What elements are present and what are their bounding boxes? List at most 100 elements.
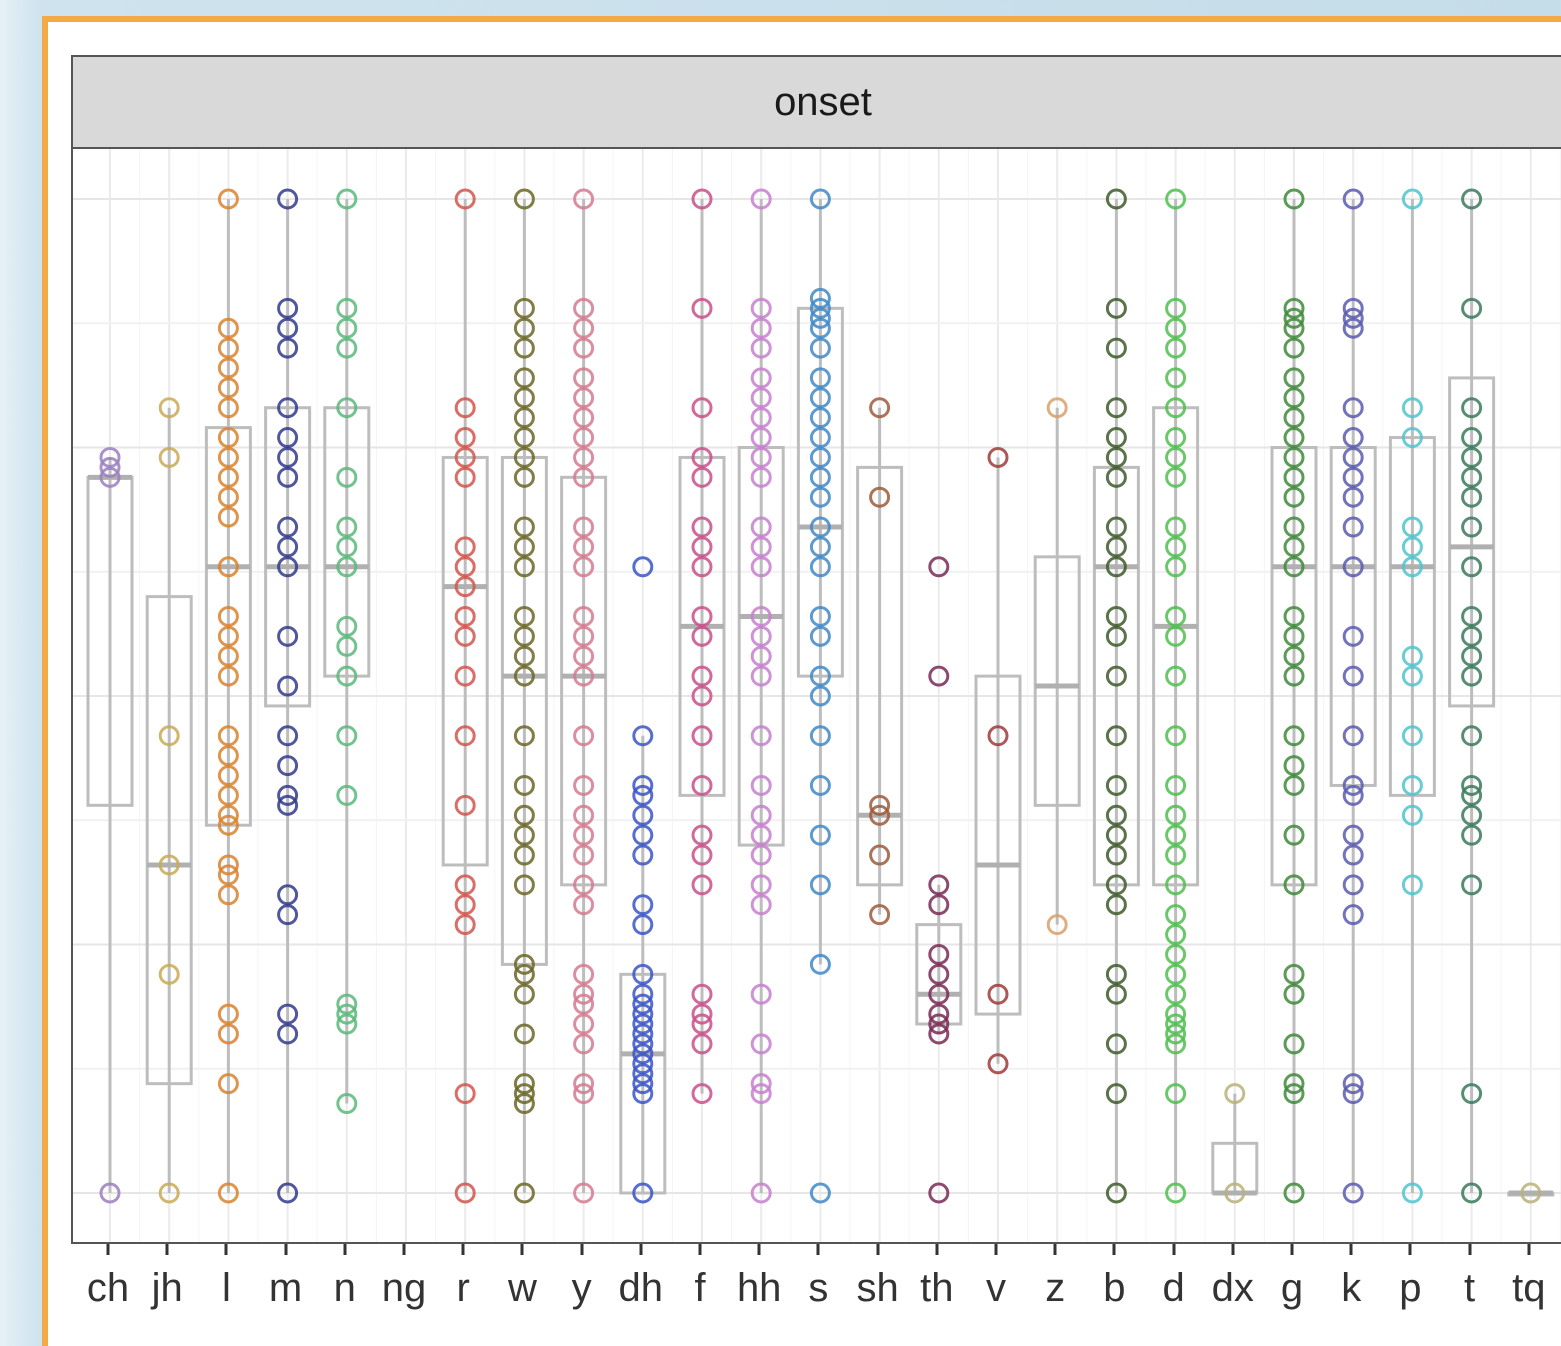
- point-dh: [632, 556, 654, 578]
- point-r: [454, 625, 476, 647]
- point-sh: [869, 397, 891, 419]
- point-g: [1283, 536, 1305, 558]
- point-f: [691, 665, 713, 687]
- point-d: [1165, 367, 1187, 389]
- point-l: [217, 854, 239, 876]
- point-t: [1461, 725, 1483, 747]
- point-b: [1105, 874, 1127, 896]
- point-m: [277, 446, 299, 468]
- point-w: [513, 844, 535, 866]
- point-dh: [632, 824, 654, 846]
- point-k: [1342, 1182, 1364, 1204]
- point-f: [691, 536, 713, 558]
- point-n: [336, 615, 358, 637]
- point-th: [928, 1182, 950, 1204]
- point-l: [217, 466, 239, 488]
- point-hh: [750, 665, 772, 687]
- point-r: [454, 446, 476, 468]
- point-g: [1283, 1182, 1305, 1204]
- point-l: [217, 1003, 239, 1025]
- point-g: [1283, 774, 1305, 796]
- point-d: [1165, 1013, 1187, 1035]
- point-p: [1401, 427, 1423, 449]
- point-w: [513, 983, 535, 1005]
- point-dh: [632, 1043, 654, 1065]
- point-n: [336, 466, 358, 488]
- point-w: [513, 1182, 535, 1204]
- point-r: [454, 397, 476, 419]
- point-s: [809, 536, 831, 558]
- point-w: [513, 725, 535, 747]
- point-s: [809, 427, 831, 449]
- point-hh: [750, 536, 772, 558]
- point-m: [277, 784, 299, 806]
- point-d: [1165, 1003, 1187, 1025]
- point-m: [277, 675, 299, 697]
- point-m: [277, 1182, 299, 1204]
- point-d: [1165, 1182, 1187, 1204]
- point-y: [573, 367, 595, 389]
- point-k: [1342, 516, 1364, 538]
- point-th: [928, 1013, 950, 1035]
- point-d: [1165, 963, 1187, 985]
- point-l: [217, 864, 239, 886]
- point-g: [1283, 317, 1305, 339]
- point-m: [277, 317, 299, 339]
- point-w: [513, 536, 535, 558]
- point-t: [1461, 297, 1483, 319]
- point-tq: [1520, 1182, 1542, 1204]
- point-v: [987, 725, 1009, 747]
- point-m: [277, 884, 299, 906]
- point-l: [217, 397, 239, 419]
- point-k: [1342, 774, 1364, 796]
- point-hh: [750, 1033, 772, 1055]
- point-l: [217, 645, 239, 667]
- point-m: [277, 397, 299, 419]
- point-t: [1461, 645, 1483, 667]
- point-k: [1342, 725, 1364, 747]
- point-hh: [750, 337, 772, 359]
- point-l: [217, 745, 239, 767]
- point-p: [1401, 397, 1423, 419]
- point-w: [513, 387, 535, 409]
- point-jh: [158, 963, 180, 985]
- point-s: [809, 387, 831, 409]
- point-r: [454, 725, 476, 747]
- point-b: [1105, 804, 1127, 826]
- point-th: [928, 894, 950, 916]
- point-hh: [750, 1182, 772, 1204]
- point-w: [513, 367, 535, 389]
- point-r: [454, 874, 476, 896]
- point-y: [573, 605, 595, 627]
- point-d: [1165, 516, 1187, 538]
- point-ch: [99, 456, 121, 478]
- point-g: [1283, 665, 1305, 687]
- point-y: [573, 1033, 595, 1055]
- point-l: [217, 1073, 239, 1095]
- point-hh: [750, 407, 772, 429]
- point-k: [1342, 317, 1364, 339]
- point-l: [217, 506, 239, 528]
- point-w: [513, 1083, 535, 1105]
- point-d: [1165, 874, 1187, 896]
- point-y: [573, 774, 595, 796]
- point-b: [1105, 894, 1127, 916]
- point-t: [1461, 804, 1483, 826]
- point-y: [573, 1083, 595, 1105]
- point-w: [513, 874, 535, 896]
- point-d: [1165, 427, 1187, 449]
- point-w: [513, 645, 535, 667]
- point-g: [1283, 1073, 1305, 1095]
- point-b: [1105, 983, 1127, 1005]
- point-l: [217, 625, 239, 647]
- box-sh: [856, 465, 904, 887]
- point-d: [1165, 844, 1187, 866]
- point-s: [809, 297, 831, 319]
- point-n: [336, 536, 358, 558]
- point-th: [928, 1003, 950, 1025]
- point-dh: [632, 1182, 654, 1204]
- point-l: [217, 1023, 239, 1045]
- point-sh: [869, 486, 891, 508]
- point-k: [1342, 874, 1364, 896]
- point-n: [336, 297, 358, 319]
